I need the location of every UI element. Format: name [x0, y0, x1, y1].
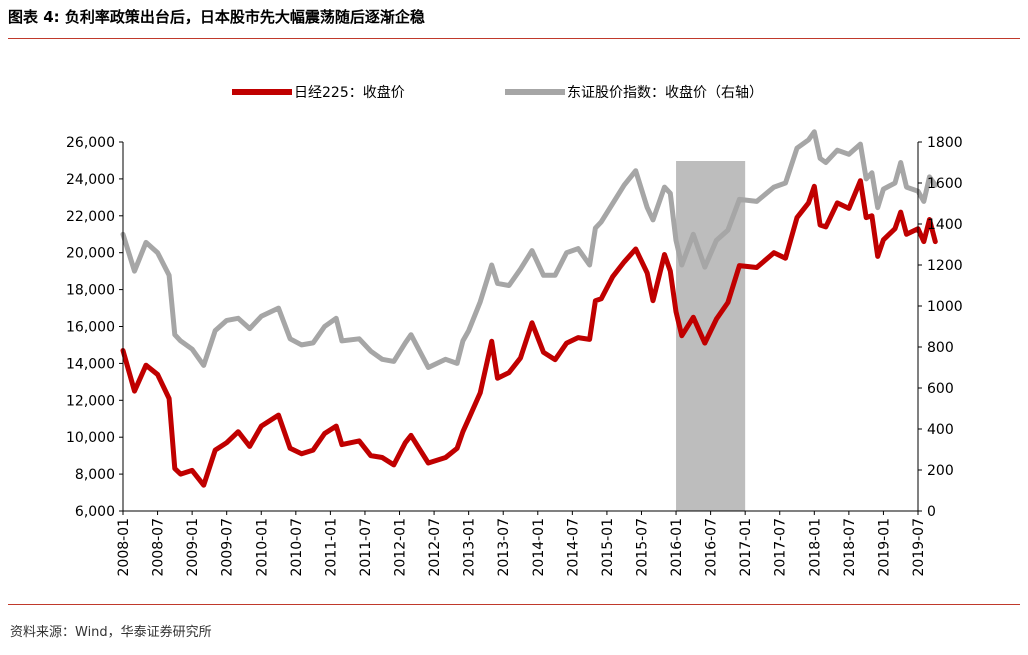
right-tick-label: 1000	[927, 299, 963, 315]
source-note: 资料来源：Wind，华泰证券研究所	[10, 625, 212, 640]
right-tick-label: 1400	[927, 217, 963, 233]
x-tick-label: 2013-01	[462, 518, 478, 577]
right-tick-label: 1600	[927, 176, 963, 192]
legend: 日经225：收盘价 东证股价指数：收盘价（右轴）	[232, 84, 763, 101]
chart-svg: 6,000 8,000 10,000 12,000 14,000 16,000 18,000…	[66, 84, 963, 577]
x-tick-label: 2016-01	[669, 518, 685, 577]
x-tick-label: 2014-07	[565, 518, 581, 577]
legend-label-2: 东证股价指数：收盘价（右轴）	[567, 84, 763, 101]
x-tick-label: 2011-01	[323, 518, 339, 577]
axes: 6,000 8,000 10,000 12,000 14,000 16,000 18,000…	[66, 135, 963, 577]
right-tick-label: 400	[927, 422, 954, 438]
x-tick-label: 2011-07	[358, 518, 374, 577]
left-tick-label: 26,000	[66, 135, 115, 151]
left-tick-label: 22,000	[66, 209, 115, 225]
left-tick-label: 12,000	[66, 393, 115, 409]
left-tick-label: 16,000	[66, 320, 115, 336]
x-tick-label: 2010-07	[289, 518, 305, 577]
legend-label-1: 日经225：收盘价	[294, 84, 405, 101]
top-divider	[8, 38, 1020, 39]
left-tick-label: 20,000	[66, 246, 115, 262]
left-tick-label: 6,000	[75, 504, 115, 520]
x-tick-label: 2012-01	[393, 518, 409, 577]
x-tick-label: 2012-07	[427, 518, 443, 577]
x-tick-label: 2015-01	[600, 518, 616, 577]
x-tick-label: 2008-01	[116, 518, 132, 577]
x-tick-label: 2018-01	[807, 518, 823, 577]
left-tick-label: 24,000	[66, 172, 115, 188]
x-tick-label: 2017-07	[773, 518, 789, 577]
series-line-2	[120, 129, 938, 370]
x-tick-label: 2010-01	[254, 518, 270, 577]
right-tick-label: 600	[927, 381, 954, 397]
series-lines	[120, 129, 938, 488]
series-line-1	[120, 178, 938, 488]
x-tick-label: 2019-01	[876, 518, 892, 577]
x-tick-label: 2016-07	[704, 518, 720, 577]
left-tick-label: 18,000	[66, 283, 115, 299]
right-tick-label: 0	[927, 504, 936, 520]
left-tick-label: 14,000	[66, 356, 115, 372]
x-tick-label: 2013-07	[496, 518, 512, 577]
right-tick-label: 1800	[927, 135, 963, 151]
right-tick-label: 1200	[927, 258, 963, 274]
x-tick-label: 2009-01	[185, 518, 201, 577]
right-tick-label: 200	[927, 463, 954, 479]
left-tick-label: 10,000	[66, 430, 115, 446]
figure-title: 图表 4: 负利率政策出台后，日本股市先大幅震荡随后逐渐企稳	[8, 8, 425, 26]
bottom-divider	[8, 604, 1020, 605]
x-tick-label: 2008-07	[151, 518, 167, 577]
x-tick-label: 2019-07	[911, 518, 927, 577]
left-tick-label: 8,000	[75, 467, 115, 483]
x-tick-label: 2009-07	[220, 518, 236, 577]
x-tick-label: 2018-07	[842, 518, 858, 577]
x-tick-label: 2017-01	[738, 518, 754, 577]
x-tick-label: 2014-01	[531, 518, 547, 577]
x-tick-label: 2015-07	[634, 518, 650, 577]
right-tick-label: 800	[927, 340, 954, 356]
